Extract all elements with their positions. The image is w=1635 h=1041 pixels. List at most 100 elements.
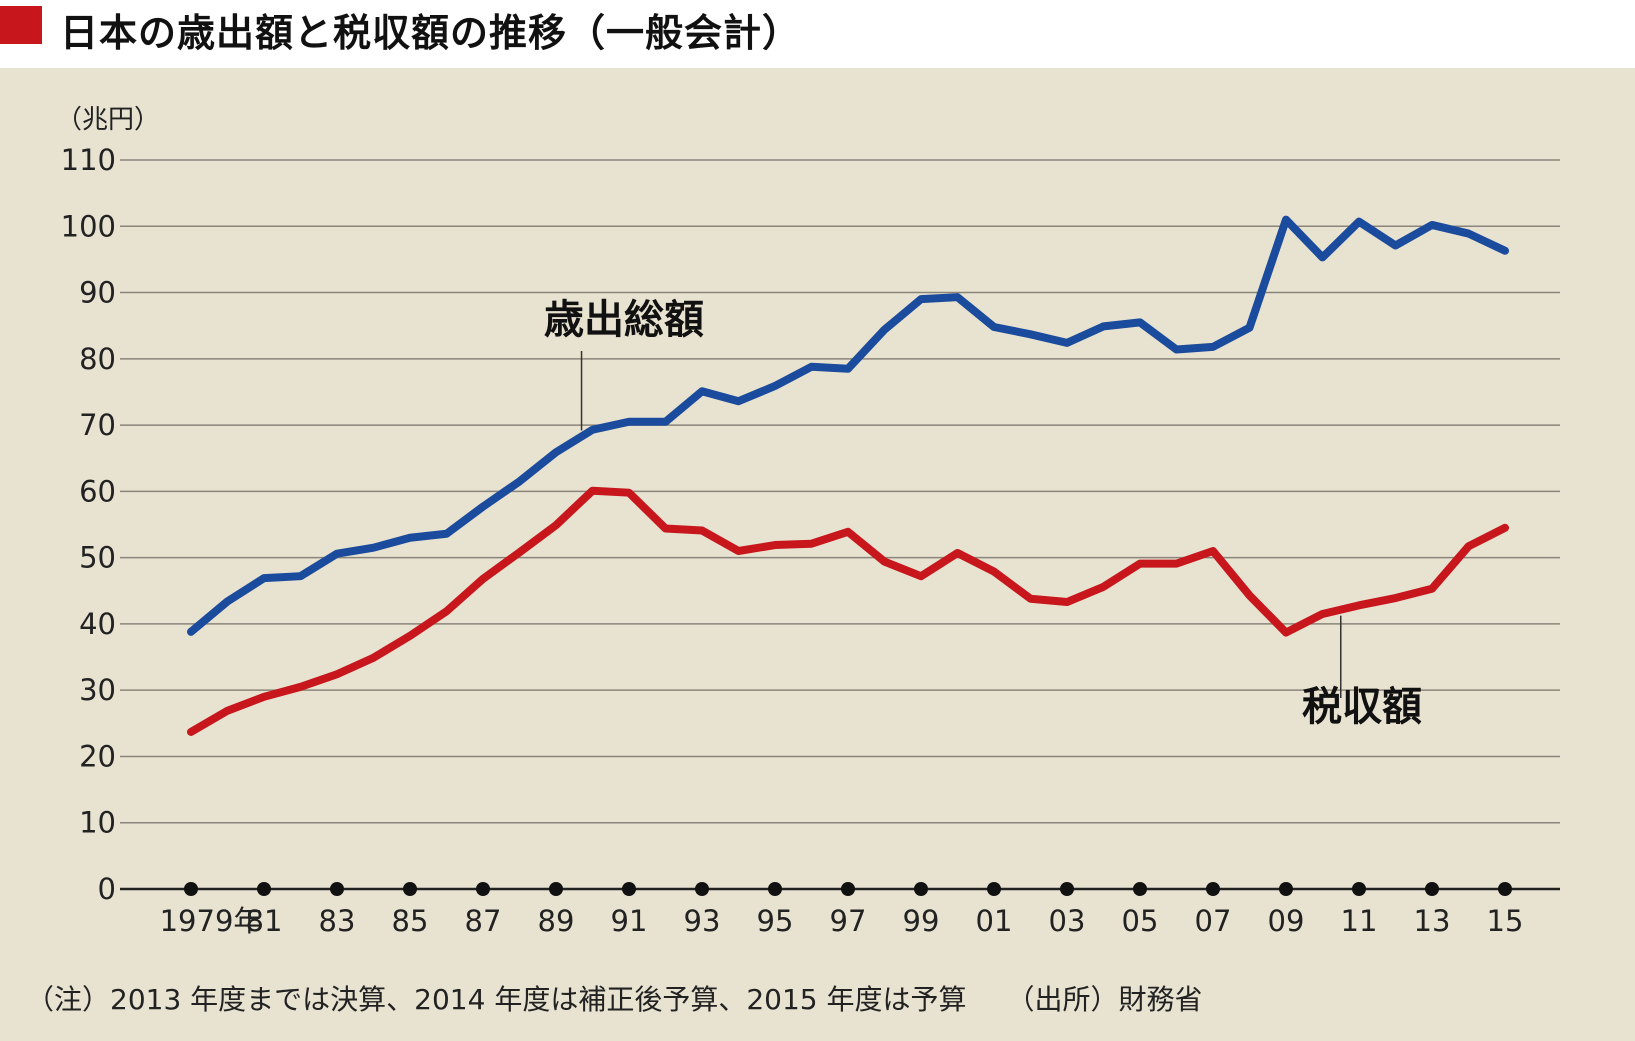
x-tick-label: 03: [1049, 904, 1086, 938]
annotation-label: 歳出総額: [544, 297, 704, 343]
x-tick-marker: [184, 882, 198, 896]
y-axis-tick-labels: 0 10 20 30 40 50 60 70 80 90 100 110: [61, 143, 116, 906]
data-point: [552, 448, 560, 456]
x-tick-label: 83: [319, 904, 356, 938]
y-tick-label: 110: [61, 143, 116, 177]
data-point: [224, 597, 232, 605]
data-point: [954, 293, 962, 301]
data-point: [406, 632, 414, 640]
data-point: [1063, 598, 1071, 606]
data-point: [187, 628, 195, 636]
footnote-note: （注）2013 年度までは決算、2014 年度は補正後予算、2015 年度は予算: [26, 983, 967, 1016]
x-tick-label: 15: [1487, 904, 1524, 938]
y-tick-label: 0: [98, 872, 116, 906]
data-point: [224, 707, 232, 715]
x-tick-marker: [330, 882, 344, 896]
data-point: [844, 528, 852, 536]
y-tick-label: 40: [79, 607, 116, 641]
data-point: [260, 574, 268, 582]
x-tick-marker: [476, 882, 490, 896]
data-point: [808, 540, 816, 548]
data-point: [990, 323, 998, 331]
data-point: [1282, 216, 1290, 224]
y-tick-label: 70: [79, 408, 116, 442]
x-tick-label: 85: [392, 904, 429, 938]
x-tick-label: 81: [246, 904, 283, 938]
data-point: [516, 548, 524, 556]
x-tick-label: 99: [903, 904, 940, 938]
data-point: [1209, 343, 1217, 351]
data-point: [1063, 339, 1071, 347]
data-point: [625, 418, 633, 426]
data-point: [1355, 218, 1363, 226]
header-accent-mark: [0, 6, 42, 44]
y-tick-label: 10: [79, 806, 116, 840]
data-point: [662, 524, 670, 532]
data-point: [333, 670, 341, 678]
data-point: [698, 526, 706, 534]
x-tick-label: 05: [1122, 904, 1159, 938]
y-axis-unit-label: （兆円）: [56, 105, 160, 135]
data-point: [589, 487, 597, 495]
data-point: [370, 544, 378, 552]
data-point: [735, 547, 743, 555]
data-point: [516, 477, 524, 485]
x-tick-marker: [257, 882, 271, 896]
series-lines: [187, 215, 1509, 736]
x-tick-label: 11: [1341, 904, 1378, 938]
data-point: [1319, 253, 1327, 261]
data-point: [1027, 330, 1035, 338]
series-line-tax-revenue: [187, 486, 1509, 736]
x-tick-label: 93: [684, 904, 721, 938]
data-point: [297, 683, 305, 691]
y-tick-label: 100: [61, 209, 116, 243]
data-point: [479, 575, 487, 583]
footnote: （注）2013 年度までは決算、2014 年度は補正後予算、2015 年度は予算…: [26, 978, 1203, 1018]
x-tick-label: 13: [1414, 904, 1451, 938]
data-point: [771, 541, 779, 549]
y-tick-label: 80: [79, 342, 116, 376]
data-point: [954, 549, 962, 557]
x-tick-label: 07: [1195, 904, 1232, 938]
data-point: [990, 568, 998, 576]
data-point: [479, 503, 487, 511]
data-point: [1027, 595, 1035, 603]
data-point: [333, 550, 341, 558]
x-tick-label: 91: [611, 904, 648, 938]
gridlines: [120, 159, 1560, 891]
data-point: [808, 363, 816, 371]
data-point: [1392, 241, 1400, 249]
x-tick-marker: [1352, 882, 1366, 896]
data-point: [1100, 583, 1108, 591]
data-point: [1282, 629, 1290, 637]
data-point: [662, 418, 670, 426]
x-tick-label: 95: [757, 904, 794, 938]
data-point: [1428, 221, 1436, 229]
data-point: [735, 397, 743, 405]
data-point: [589, 426, 597, 434]
x-tick-marker: [403, 882, 417, 896]
x-tick-marker: [1060, 882, 1074, 896]
data-point: [1136, 318, 1144, 326]
data-point: [297, 572, 305, 580]
data-point: [1100, 322, 1108, 330]
x-tick-marker: [841, 882, 855, 896]
x-tick-label: 97: [830, 904, 867, 938]
x-tick-marker: [1498, 882, 1512, 896]
data-point: [1209, 547, 1217, 555]
y-tick-label: 30: [79, 673, 116, 707]
data-point: [1355, 601, 1363, 609]
data-point: [771, 382, 779, 390]
x-tick-marker: [914, 882, 928, 896]
data-point: [625, 489, 633, 497]
x-tick-marker: [768, 882, 782, 896]
data-point: [187, 728, 195, 736]
series-line-expenditure: [187, 215, 1509, 636]
x-tick-marker: [987, 882, 1001, 896]
header: 日本の歳出額と税収額の推移（一般会計）: [0, 0, 1635, 68]
data-point: [1465, 542, 1473, 550]
y-tick-label: 20: [79, 739, 116, 773]
x-tick-marker: [622, 882, 636, 896]
data-point: [260, 693, 268, 701]
